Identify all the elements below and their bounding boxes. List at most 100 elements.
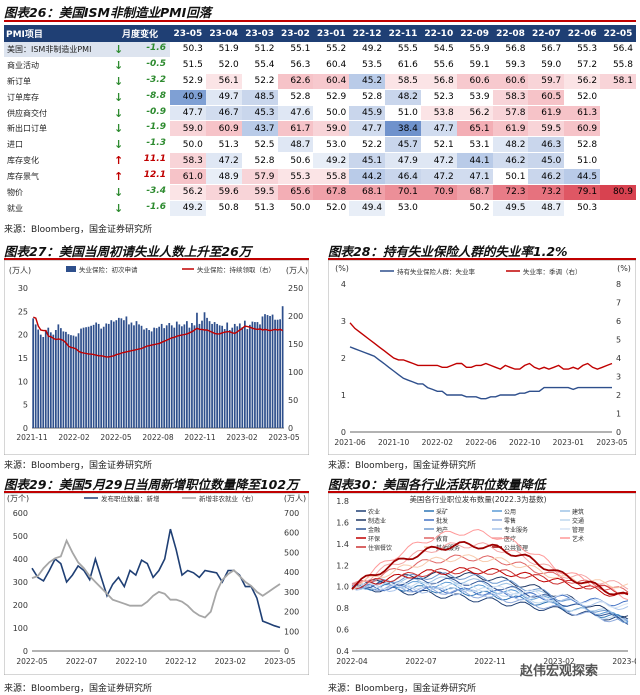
- legend-label: 失业保险：初次申请: [79, 265, 138, 274]
- bar: [251, 321, 254, 428]
- table-cell: 47.9: [385, 152, 421, 170]
- bar: [65, 331, 67, 428]
- table-cell: 50.1: [492, 168, 529, 186]
- table-cell: 47.2: [420, 168, 457, 186]
- y-tick-label-right: 0: [284, 647, 289, 656]
- table-cell: 38.4: [385, 120, 421, 138]
- y-tick-label: 0.6: [336, 626, 349, 635]
- series-line: [349, 322, 613, 370]
- table-cell: 56.2: [456, 105, 493, 122]
- x-tick-label: 2021-10: [378, 438, 410, 447]
- table-cell: 52.9: [170, 73, 206, 90]
- fig27-source: 来源：Bloomberg，国金证券研究所: [4, 461, 152, 471]
- bar: [213, 322, 216, 428]
- table-cell: 46.4: [385, 168, 421, 186]
- bar: [155, 328, 158, 428]
- table-row: 新出口订单 ↓ -1.9 59.0 60.9 43.7 61.7 59.0 47.7 38.4 47…: [4, 120, 636, 138]
- table-cell: 48.9: [205, 168, 242, 186]
- table-cell: 70.9: [420, 184, 457, 201]
- y-axis-label-right: (万人): [286, 266, 308, 275]
- table-cell: 47.7: [170, 105, 206, 122]
- bar: [87, 326, 90, 428]
- table-cell: 54.5: [420, 42, 457, 58]
- bar: [196, 312, 198, 428]
- table-cell: 52.1: [420, 136, 457, 154]
- y-tick-label-right: 700: [284, 509, 299, 518]
- y-axis-label-right: (万人): [284, 494, 306, 503]
- bar: [226, 322, 229, 428]
- table-cell: 45.3: [241, 105, 278, 122]
- bar: [208, 321, 211, 428]
- table-cell: 50.0: [170, 136, 206, 154]
- table-cell: 73.2: [528, 184, 565, 201]
- bar: [112, 321, 115, 428]
- bar: [44, 330, 47, 428]
- table-cell: 53.8: [420, 105, 457, 122]
- table-cell: 50.3: [170, 42, 206, 58]
- table-cell: 59.0: [170, 120, 206, 138]
- y-tick-label-left: 3: [341, 317, 346, 326]
- bar: [175, 321, 178, 428]
- x-tick-label: 2022-11: [474, 657, 506, 666]
- row-label: 新订单: [4, 73, 110, 90]
- table-cell: 67.8: [313, 184, 350, 201]
- y-tick-label-left: 30: [18, 284, 28, 293]
- bar: [153, 327, 155, 428]
- header-month: 22-08: [492, 25, 529, 42]
- table-cell: 59.0: [528, 57, 565, 74]
- bar: [32, 318, 35, 428]
- table-cell: 59.6: [205, 184, 242, 201]
- series-line: [351, 554, 629, 593]
- legend-label: 医疗: [504, 535, 516, 543]
- table-cell: 50.0: [313, 105, 350, 122]
- x-tick-label: 2022-04: [336, 657, 368, 666]
- bar: [92, 324, 95, 428]
- table-cell: 65.1: [456, 120, 493, 138]
- x-tick-label: 2023-02: [543, 657, 575, 666]
- table-cell: 57.8: [492, 105, 529, 122]
- y-axis-label-left: (%): [335, 264, 349, 273]
- x-tick-label: 2022-11: [184, 433, 216, 442]
- table-cell: 56.7: [528, 42, 565, 58]
- table-cell: 46.2: [492, 152, 529, 170]
- series-line: [351, 566, 629, 595]
- row-change: ↓ -1.3: [110, 136, 170, 154]
- table-cell: [420, 200, 457, 217]
- table-cell: 61.7: [277, 120, 314, 138]
- bar: [102, 326, 105, 428]
- table-cell: 50.0: [277, 200, 314, 217]
- table-cell: 80.9: [600, 184, 636, 201]
- y-tick-label: 1.2: [336, 561, 349, 570]
- bar: [168, 323, 171, 428]
- table-cell: 60.6: [492, 73, 529, 90]
- table-cell: 52.8: [564, 136, 601, 154]
- table-cell: 50.8: [205, 200, 242, 217]
- header-change: 月度变化: [110, 25, 170, 42]
- bar: [148, 330, 150, 428]
- bar: [80, 328, 82, 428]
- table-row: 库存景气 ↑ 12.1 61.0 48.9 57.9 55.3 55.8 44.2 46.4 47.…: [4, 168, 636, 186]
- table-cell: 49.2: [313, 152, 350, 170]
- y-tick-label-left: 400: [13, 555, 28, 564]
- table-cell: 59.0: [313, 120, 350, 138]
- table-cell: 48.2: [492, 136, 529, 154]
- table-cell: 61.6: [385, 57, 421, 74]
- table-cell: 46.7: [205, 105, 242, 122]
- change-value: -8.8: [146, 90, 166, 101]
- table-cell: 51.3: [241, 200, 278, 217]
- y-tick-label-right: 200: [288, 312, 303, 321]
- bar: [228, 330, 231, 428]
- y-tick-label-right: 100: [288, 368, 303, 377]
- table-cell: 55.8: [313, 168, 350, 186]
- table-row: 商业活动 ↓ -0.5 51.5 52.0 55.4 56.3 60.4 53.5 61.6 55.…: [4, 57, 636, 74]
- bar: [54, 330, 57, 428]
- table-cell: 52.5: [241, 136, 278, 154]
- row-change: ↓ -1.9: [110, 120, 170, 138]
- table-cell: 56.2: [564, 73, 601, 90]
- header-month: 22-06: [564, 25, 601, 42]
- legend-label: 失业保险：持续领取（右）: [197, 265, 275, 274]
- table-cell: 72.3: [492, 184, 529, 201]
- table-cell: 79.1: [564, 184, 601, 201]
- arrow-down-icon: ↓: [114, 185, 124, 199]
- table-row: 就业 ↓ -1.6 49.2 50.8 51.3 50.0 52.0 49.4 53.0 50.2 4…: [4, 200, 636, 217]
